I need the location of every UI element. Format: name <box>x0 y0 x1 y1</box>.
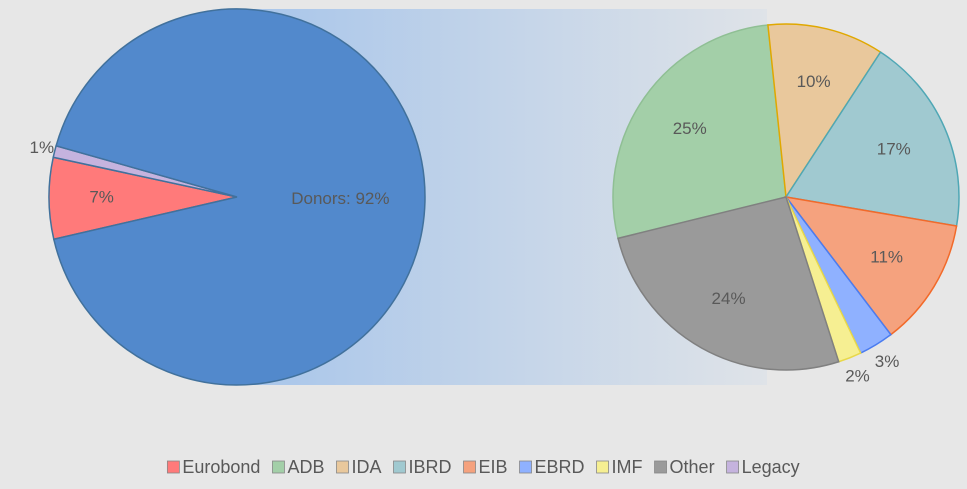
legend-swatch <box>463 460 476 474</box>
legend-swatch <box>393 460 406 474</box>
data-label: 2% <box>845 367 870 386</box>
legend-label: Other <box>670 457 715 477</box>
pie-slice <box>784 195 958 336</box>
legend-swatch <box>272 460 285 474</box>
legend-label: IBRD <box>408 457 451 477</box>
legend-label: IMF <box>612 457 643 477</box>
data-label: 24% <box>712 289 746 308</box>
data-label: 3% <box>875 352 900 371</box>
legend-label: Eurobond <box>182 457 260 477</box>
legend-swatch <box>654 460 667 474</box>
legend-swatch <box>726 460 739 474</box>
legend-swatch <box>166 460 180 474</box>
data-label: 1% <box>30 138 55 157</box>
pie-slice <box>767 23 882 200</box>
legend-swatch <box>519 460 532 474</box>
data-label: Donors: 92% <box>291 189 389 208</box>
pie-slice <box>612 24 787 240</box>
legend-label: Legacy <box>742 457 800 477</box>
legend-label: ADB <box>287 457 324 477</box>
legend: Eurobond ADB IDA IBRD EIB EBRD IMF Other Legacy <box>166 457 800 477</box>
pie-slice <box>784 51 960 227</box>
pie-slice <box>52 8 426 386</box>
legend-label: IDA <box>351 457 381 477</box>
data-label: 7% <box>89 187 114 206</box>
data-label: 17% <box>877 139 911 158</box>
data-label: 10% <box>797 72 831 91</box>
pie-slice <box>617 196 840 371</box>
legend-label: EBRD <box>535 457 585 477</box>
legend-label: EIB <box>479 457 508 477</box>
legend-swatch <box>596 460 609 474</box>
legend-swatch <box>336 460 349 474</box>
data-label: 11% <box>870 247 903 266</box>
data-label: 25% <box>673 119 707 138</box>
